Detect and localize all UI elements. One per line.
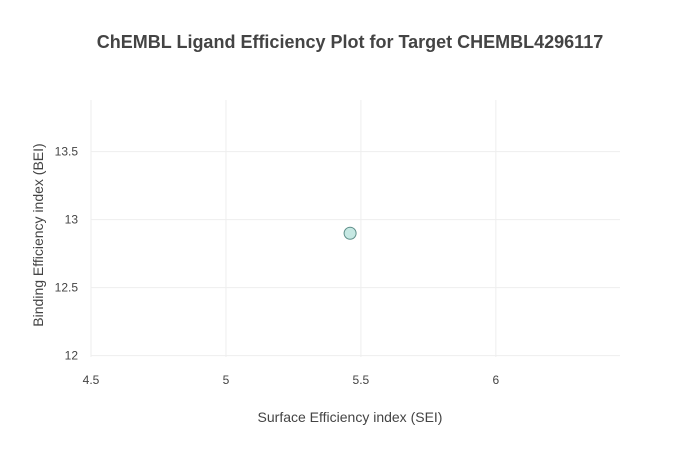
chart-title: ChEMBL Ligand Efficiency Plot for Target… [96, 32, 604, 52]
x-tick-label: 5.5 [353, 373, 370, 387]
y-tick-label: 13.5 [55, 145, 79, 159]
x-axis-title: Surface Efficiency index (SEI) [258, 409, 443, 425]
x-tick-label: 5 [223, 373, 230, 387]
data-points[interactable] [343, 226, 357, 240]
tick-labels: 4.5 5 5.5 6 12 12.5 13 13.5 [55, 145, 500, 387]
x-tick-label: 6 [493, 373, 500, 387]
data-point[interactable] [343, 226, 357, 240]
y-axis-title: Binding Efficiency index (BEI) [30, 143, 46, 326]
grid-layer [90, 100, 620, 357]
x-tick-label: 4.5 [83, 373, 100, 387]
y-tick-label: 12.5 [55, 281, 79, 295]
y-tick-label: 13 [65, 213, 79, 227]
y-tick-label: 12 [65, 349, 79, 363]
